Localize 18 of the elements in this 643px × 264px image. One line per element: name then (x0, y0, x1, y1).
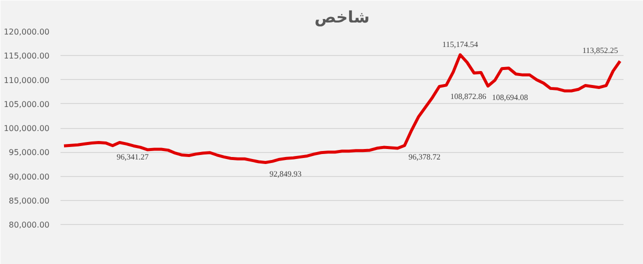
data-label: 108,694.08 (492, 93, 528, 102)
line-series (62, 53, 622, 164)
y-tick-label: 80,000.00 (8, 220, 50, 230)
data-label: 92,849.93 (270, 170, 302, 178)
data-label: 96,378.72 (408, 152, 441, 162)
data-label: 115,174.54 (442, 40, 478, 49)
y-tick-label: 110,000.00 (4, 76, 50, 85)
y-tick-label: 85,000.00 (8, 196, 50, 206)
y-tick-label: 90,000.00 (8, 172, 50, 182)
y-tick-label: 95,000.00 (8, 148, 50, 158)
chart-title: شاخص (314, 8, 370, 26)
y-tick-label: 120,000.00 (4, 28, 50, 36)
y-tick-label: 115,000.00 (4, 52, 50, 61)
y-tick-label: 100,000.00 (4, 124, 50, 133)
y-tick-label: 105,000.00 (4, 100, 50, 109)
data-label: 108,872.86 (450, 92, 486, 102)
data-label: 96,341.27 (116, 152, 149, 162)
data-label: 113,852.25 (582, 46, 618, 56)
